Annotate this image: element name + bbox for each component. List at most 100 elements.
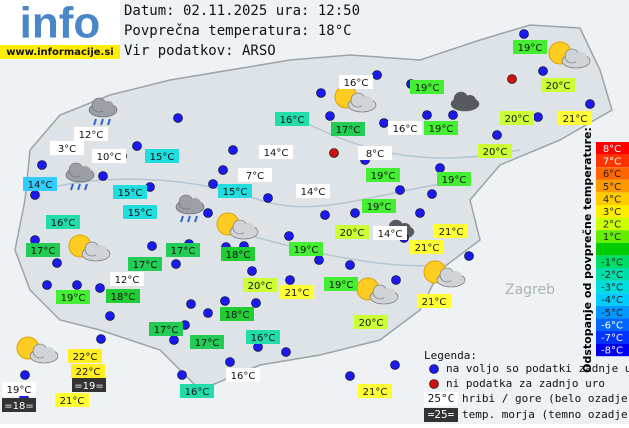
station-label-bg <box>128 257 162 271</box>
station-label: 17°C <box>31 246 56 257</box>
station-label: 18°C <box>111 292 136 303</box>
station-dot <box>464 251 474 261</box>
cloud <box>189 198 201 210</box>
station-dot <box>345 260 355 270</box>
station-dot <box>251 298 261 308</box>
station-dot <box>72 280 82 290</box>
weather-icons <box>16 41 591 364</box>
station-dot <box>325 111 335 121</box>
cloud <box>575 52 587 64</box>
station-label: 3°C <box>58 144 76 155</box>
station-label-bg <box>110 272 144 286</box>
station-label: 16°C <box>51 218 76 229</box>
scale-step <box>596 318 629 331</box>
station-dot <box>585 99 595 109</box>
cloud <box>464 95 476 107</box>
station-dot <box>42 280 52 290</box>
station-dot <box>177 370 187 380</box>
scale-step <box>596 255 629 268</box>
cloud <box>79 166 91 178</box>
station-labels: 19°C 20°C 21°C 20°C 20°C 19°C 19°C 16°C 16°C 17°C… <box>2 40 592 412</box>
station-dot <box>225 357 235 367</box>
station-label: 15°C <box>118 188 143 199</box>
station-label-bg <box>190 335 224 349</box>
station-label-bg <box>246 330 280 344</box>
station-dot <box>96 334 106 344</box>
station-label: 19°C <box>294 245 319 256</box>
country-outline <box>14 24 613 391</box>
station-label-bg <box>2 398 36 412</box>
legend: Legenda: na voljo so podatki zadnje ure … <box>424 349 629 422</box>
header-line: Povprečna temperatura: 18°C <box>124 23 352 39</box>
station-label: 19°C <box>371 171 396 182</box>
station-label-bg <box>410 240 444 254</box>
scale-label: 1°C <box>603 232 621 243</box>
station-label: 12°C <box>79 130 104 141</box>
scale-label: 2°C <box>603 220 621 231</box>
station-label: 17°C <box>133 260 158 271</box>
station-label: 17°C <box>336 125 361 136</box>
station-label-bg <box>92 149 126 163</box>
legend-title: Legenda: <box>424 349 477 362</box>
scale-title: Odstopanje od povprečne temperature: <box>581 127 594 373</box>
site-url: www.informacije.si <box>6 47 114 58</box>
legend-dot <box>429 379 439 389</box>
station-dot <box>448 110 458 120</box>
station-label-bg <box>335 225 369 239</box>
scale-label: -6°C <box>601 320 623 331</box>
station-dot <box>105 311 115 321</box>
scale-step <box>596 167 629 180</box>
scale-label: -7°C <box>601 333 623 344</box>
station-dot <box>95 283 105 293</box>
station-label-bg <box>149 322 183 336</box>
station-label: 22°C <box>73 352 98 363</box>
station-label-bg <box>296 184 330 198</box>
station-label: 21°C <box>285 288 310 299</box>
station-label-bg <box>243 278 277 292</box>
legend-text: hribi / gore (belo ozadje) <box>462 392 629 405</box>
station-label: 20°C <box>248 281 273 292</box>
rain <box>107 118 111 126</box>
scale-step <box>596 154 629 168</box>
station-dot <box>132 141 142 151</box>
station-label-bg <box>221 247 255 261</box>
station-label: 20°C <box>483 147 508 158</box>
station-label-bg <box>55 393 89 407</box>
station-label-bg <box>373 226 407 240</box>
place-label: Zagreb <box>505 282 555 298</box>
station-label-bg <box>72 378 106 392</box>
header-line: Datum: 02.11.2025 ura: 12:50 <box>124 3 360 19</box>
rain <box>100 118 104 126</box>
station-dot <box>372 70 382 80</box>
station-label-bg <box>68 349 102 363</box>
station-label-bg <box>26 243 60 257</box>
station-dot <box>427 189 437 199</box>
logo: info <box>20 0 101 48</box>
station-dot <box>395 185 405 195</box>
scale-step <box>596 305 629 319</box>
station-label: =19= <box>74 381 103 392</box>
scale-step <box>596 179 629 193</box>
station-label: 19°C <box>61 293 86 304</box>
station-label-bg <box>354 315 388 329</box>
station-label: 16°C <box>344 78 369 89</box>
scale-step <box>596 217 629 231</box>
scale-step <box>596 293 629 306</box>
station-dot <box>350 208 360 218</box>
station-label-bg <box>280 285 314 299</box>
station-label-bg <box>500 111 534 125</box>
station-dot <box>220 296 230 306</box>
station-label-bg <box>74 127 108 141</box>
station-label-bg <box>410 80 444 94</box>
station-label: 21°C <box>60 396 85 407</box>
rain <box>93 118 97 126</box>
station-label: 7°C <box>246 171 264 182</box>
station-label: 17°C <box>195 338 220 349</box>
station-label: 21°C <box>415 243 440 254</box>
station-label: 21°C <box>439 227 464 238</box>
station-label: 19°C <box>7 385 32 396</box>
scale-step <box>596 192 629 205</box>
station-label: 15°C <box>223 187 248 198</box>
station-label: 14°C <box>301 187 326 198</box>
